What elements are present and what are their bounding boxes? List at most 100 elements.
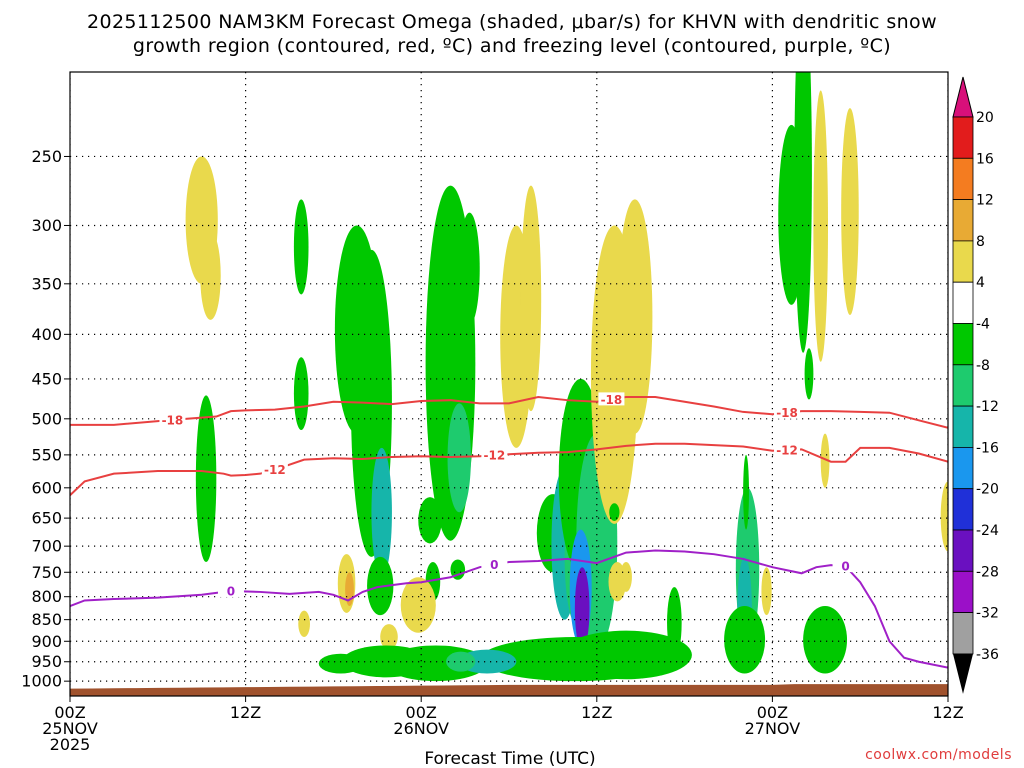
colorbar-swatch — [952, 446, 974, 490]
colorbar-swatch — [952, 529, 974, 572]
colorbar-swatch — [952, 323, 974, 366]
omega-blob — [761, 567, 772, 616]
y-tick-label: 600 — [31, 478, 62, 497]
x-tick-label: 26NOV — [393, 719, 449, 738]
colorbar-swatch — [952, 281, 974, 324]
colorbar-top-arrow — [952, 76, 974, 118]
omega-blob — [940, 481, 948, 552]
omega-blob — [667, 587, 682, 658]
colorbar-swatch — [952, 488, 974, 531]
omega-blob — [345, 572, 354, 607]
y-tick-label: 650 — [31, 509, 62, 528]
omega-blob — [804, 348, 814, 400]
contour-label: 0 — [227, 584, 235, 598]
contour-label: -12 — [264, 463, 286, 477]
colorbar-label: 20 — [976, 110, 994, 126]
omega-blob — [841, 108, 859, 315]
omega-blob — [342, 645, 430, 678]
omega-blob — [318, 653, 363, 674]
contour-label-bg — [774, 443, 801, 457]
terrain-fill — [70, 684, 948, 696]
colorbar-label: -12 — [976, 399, 999, 415]
omega-blob — [459, 212, 480, 325]
y-tick-label: 950 — [31, 652, 62, 671]
chart-title-line-2: growth region (contoured, red, ºC) and f… — [133, 35, 891, 57]
omega-blob — [400, 577, 436, 633]
colorbar-label: -4 — [976, 317, 990, 333]
x-tick-label: 2025 — [50, 735, 91, 754]
plot-frame — [69, 71, 949, 697]
omega-blob — [380, 624, 398, 650]
y-tick-label: 450 — [31, 369, 62, 388]
x-tick-label: 12Z — [932, 703, 963, 722]
y-tick-label: 800 — [31, 587, 62, 606]
colorbar-label: -24 — [976, 523, 999, 539]
colorbar-bottom-arrow — [953, 653, 973, 694]
colorbar-label: 12 — [976, 193, 994, 209]
omega-blob — [195, 395, 217, 563]
contour-label: -12 — [484, 449, 506, 463]
omega-blob — [520, 185, 542, 412]
x-tick-label: 25NOV — [42, 719, 98, 738]
y-tick-label: 250 — [31, 147, 62, 166]
omega-blob — [298, 610, 310, 638]
y-tick-label: 750 — [31, 563, 62, 582]
y-tick-label: 700 — [31, 537, 62, 556]
colorbar-label: -36 — [976, 647, 999, 663]
contour-label-bg — [481, 557, 508, 571]
x-tick-label: 27NOV — [745, 719, 801, 738]
contour-line — [70, 395, 948, 429]
contour-label-bg — [217, 583, 244, 597]
contour-label: -18 — [601, 393, 623, 407]
omega-blob — [371, 447, 392, 578]
colorbar-label: 16 — [976, 151, 994, 167]
omega-blob — [724, 606, 766, 674]
x-tick-label: 12Z — [581, 703, 612, 722]
colorbar-swatch — [952, 240, 974, 283]
contour-label: -18 — [162, 413, 184, 427]
contour-label-bg — [159, 412, 186, 426]
omega-blob — [418, 497, 442, 544]
terrain-layer — [70, 684, 948, 696]
chart-title-line-1: 2025112500 NAM3KM Forecast Omega (shaded… — [87, 11, 937, 33]
colorbar-swatch — [952, 570, 974, 613]
colorbar-swatch — [952, 405, 974, 448]
y-tick-label: 900 — [31, 632, 62, 651]
omega-blob — [609, 503, 620, 522]
colorbar-label: 8 — [976, 234, 985, 250]
y-tick-label: 550 — [31, 445, 62, 464]
contour-label: 0 — [841, 560, 849, 574]
colorbar: 20 16 12 8 4 -4 -8 -12 -16 -20 -24 -28 -32 -36 — [952, 76, 999, 694]
omega-blob — [293, 357, 309, 430]
contour-label: 0 — [490, 558, 498, 572]
colorbar-swatch — [952, 157, 974, 201]
x-tick-label: 00Z — [406, 703, 437, 722]
omega-blob — [743, 454, 749, 530]
colorbar-swatch — [952, 612, 974, 655]
x-tick-label: 00Z — [54, 703, 85, 722]
x-tick-label: 00Z — [757, 703, 788, 722]
y-tick-label: 500 — [31, 409, 62, 428]
omega-blob — [803, 606, 848, 674]
colorbar-label: -20 — [976, 482, 999, 498]
y-tick-label: 300 — [31, 216, 62, 235]
omega-blob — [293, 199, 309, 295]
colorbar-swatch — [952, 199, 974, 242]
y-tick-label: 850 — [31, 610, 62, 629]
contour-lines: -18 -18 -18 -12 -12 -12 0 0 0 — [70, 392, 948, 669]
credit-text: coolwx.com/models — [865, 747, 1012, 763]
x-axis-title: Forecast Time (UTC) — [424, 749, 595, 768]
contour-label: -12 — [776, 444, 798, 458]
contour-label-bg — [832, 559, 859, 573]
colorbar-label: -32 — [976, 606, 999, 622]
omega-blob — [200, 231, 221, 320]
omega-shading — [185, 72, 948, 682]
colorbar-label: -8 — [976, 358, 990, 374]
omega-blob — [820, 433, 830, 488]
contour-label: -18 — [776, 406, 798, 420]
y-tick-label: 1000 — [21, 672, 62, 691]
y-tick-label: 400 — [31, 325, 62, 344]
colorbar-swatch — [952, 364, 974, 407]
